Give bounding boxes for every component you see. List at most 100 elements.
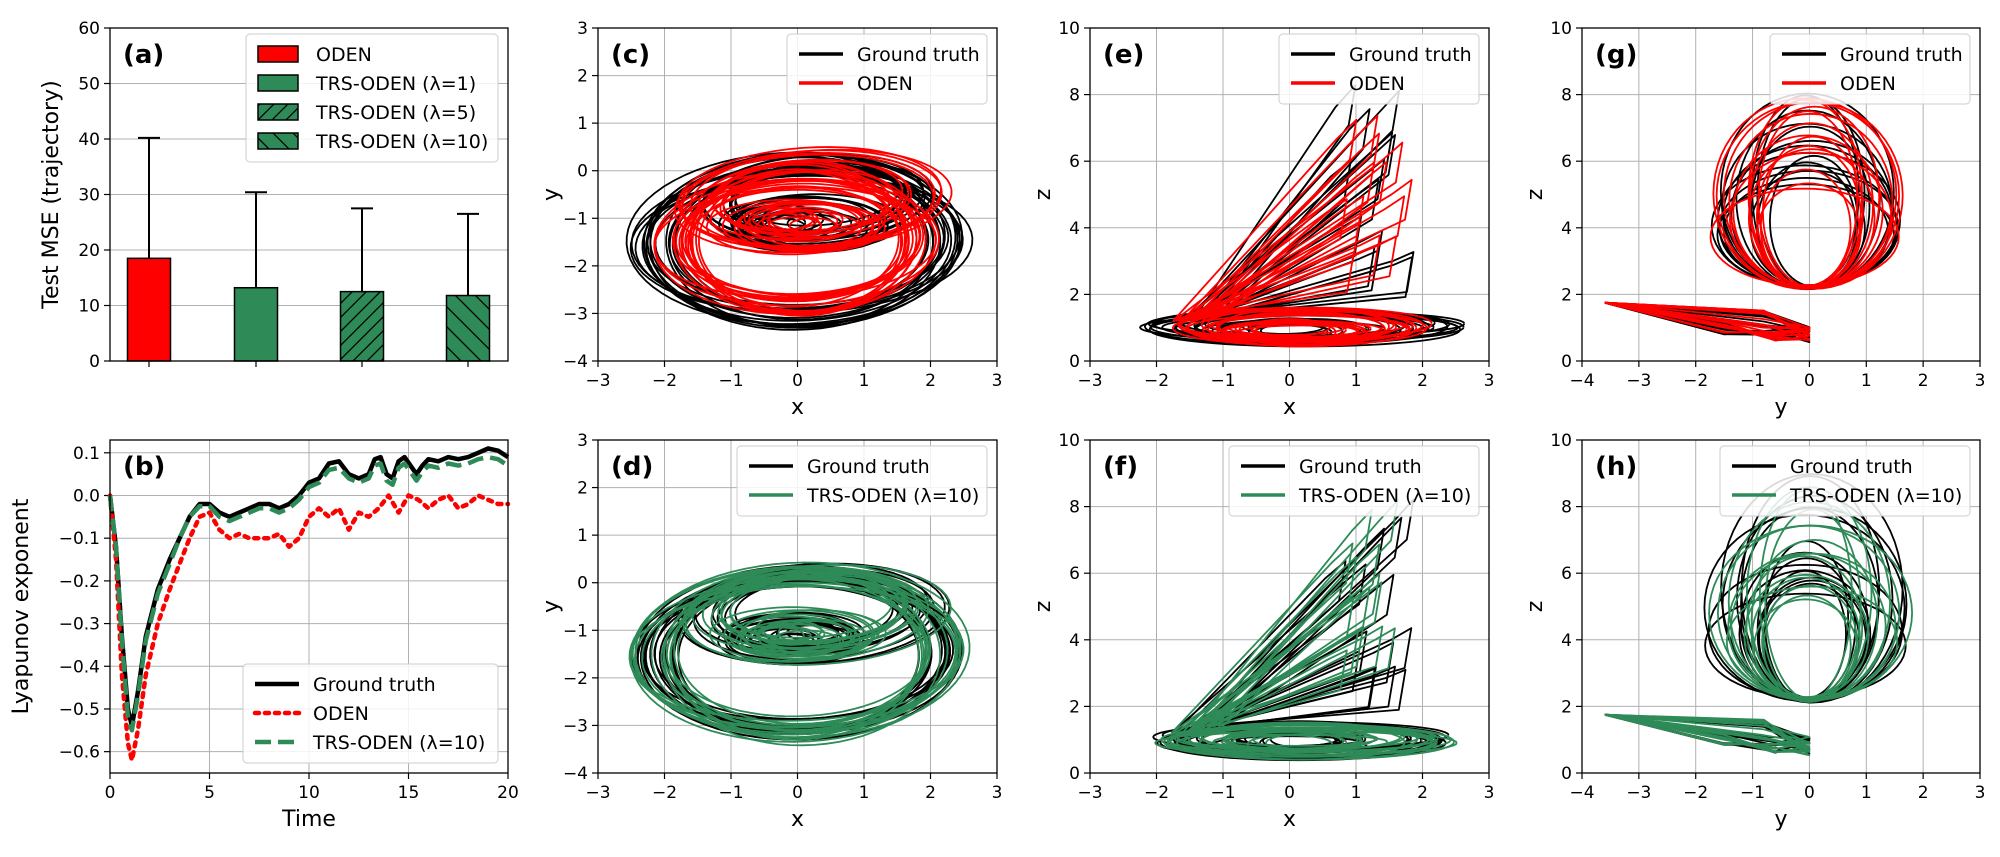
- y-tick-label: −4: [563, 764, 588, 784]
- x-axis-label: y: [1774, 395, 1787, 420]
- x-tick-label: 3: [992, 783, 1003, 803]
- y-tick-label: 8: [1069, 86, 1080, 106]
- y-axis-label: Test MSE (trajectory): [39, 80, 64, 309]
- model-trajectory-curve: [720, 571, 906, 643]
- legend-entry: TRS-ODEN (λ=1): [315, 73, 476, 95]
- y-tick-label: 60: [78, 19, 100, 39]
- legend: Ground truth ODEN: [786, 33, 988, 105]
- model-trajectory-curve: [702, 570, 907, 649]
- legend-frame: [736, 445, 988, 517]
- model-trajectory-curve: [1154, 729, 1458, 756]
- x-tick-label: 1: [859, 371, 870, 391]
- y-tick-label: 1: [577, 114, 588, 134]
- bar-hatch: [340, 291, 384, 361]
- model-trajectory-curve: [739, 619, 861, 661]
- legend-hatch: [258, 104, 298, 120]
- model-trajectory-curve: [1604, 713, 1811, 753]
- x-tick-label: 2: [1918, 783, 1929, 803]
- y-tick-label: 8: [1561, 498, 1572, 518]
- x-tick-label: −3: [1626, 783, 1651, 803]
- y-axis-label: z: [1031, 189, 1056, 201]
- model-trajectory-curve: [1604, 713, 1811, 753]
- legend-swatch: [257, 45, 299, 63]
- legend-frame: [242, 663, 499, 764]
- model-trajectory-curve: [634, 561, 971, 739]
- panel-a: 0 10 20 30 40 50 60 Test MSE (trajectory) (a) ODE…: [39, 19, 509, 372]
- axes-frame: [109, 27, 509, 362]
- y-tick-label: −0.4: [59, 657, 100, 677]
- y-axis-label: z: [1523, 189, 1548, 201]
- x-tick-label: 3: [992, 371, 1003, 391]
- bar-hatch: [446, 295, 490, 361]
- x-tick-label: 1: [1351, 783, 1362, 803]
- x-tick-label: −2: [652, 783, 677, 803]
- model-trajectory-curve: [1197, 627, 1396, 734]
- ground-truth-trajectory-curve: [1740, 506, 1880, 703]
- model-trajectory-curve: [1715, 101, 1900, 290]
- y-tick-label: −0.2: [59, 572, 100, 592]
- model-trajectory-curve: [691, 168, 902, 316]
- y-tick-label: 2: [577, 67, 588, 87]
- y-tick-label: 2: [577, 479, 588, 499]
- x-tick-label: 2: [925, 371, 936, 391]
- x-tick-label: 1: [859, 783, 870, 803]
- x-tick-label: −1: [1210, 371, 1235, 391]
- panel-label: (h): [1595, 452, 1637, 482]
- ground-truth-trajectory-curve: [1196, 516, 1403, 734]
- y-tick-label: −1: [563, 621, 588, 641]
- x-tick-label: 0: [792, 783, 803, 803]
- model-trajectory: [1154, 499, 1458, 761]
- legend-frame: [786, 33, 988, 105]
- legend-entry: Ground truth: [807, 456, 930, 478]
- model-trajectory-curve: [710, 575, 905, 650]
- model-trajectory-curve: [1732, 134, 1884, 289]
- model-trajectory-curve: [1709, 187, 1900, 286]
- model-trajectory: [653, 146, 953, 317]
- model-trajectory-curve: [1181, 114, 1379, 322]
- y-tick-label: −0.6: [59, 743, 100, 763]
- model-trajectory-curve: [1193, 235, 1398, 322]
- x-tick-label: 0: [1284, 371, 1295, 391]
- legend-entry: Ground truth: [1840, 44, 1963, 66]
- y-tick-label: 50: [78, 75, 100, 95]
- model-trajectory-curve: [1172, 118, 1358, 322]
- model-trajectory-curve: [663, 574, 932, 726]
- series-line-2: [107, 454, 510, 733]
- model-trajectory-curve: [1173, 141, 1404, 322]
- y-tick-label: 10: [1058, 431, 1080, 451]
- bar-1: [233, 286, 279, 362]
- legend: Ground truth ODEN TRS-ODEN (λ=10): [242, 663, 499, 764]
- panel-label: (a): [123, 40, 164, 70]
- panel-label: (f): [1103, 452, 1138, 482]
- model-trajectory-curve: [1192, 649, 1348, 734]
- x-tick-label: 2: [1918, 371, 1929, 391]
- y-tick-label: −0.1: [59, 529, 100, 549]
- ground-truth-trajectory-curve: [1174, 668, 1407, 734]
- x-tick-label: −4: [1569, 783, 1594, 803]
- legend-entry: ODEN: [857, 73, 913, 95]
- x-tick-label: 0: [792, 371, 803, 391]
- model-trajectory-curve: [1175, 251, 1355, 322]
- legend-hatch: [258, 133, 298, 149]
- ground-truth-trajectory-curve: [1704, 592, 1907, 699]
- y-tick-label: 0: [1561, 352, 1572, 372]
- model-trajectory-curve: [1220, 322, 1360, 339]
- axes-frame: [597, 439, 998, 774]
- y-tick-label: 40: [78, 130, 100, 150]
- legend-frame: [1719, 445, 1971, 517]
- x-tick-label: 1: [1861, 371, 1872, 391]
- panel-g: −4 −3 −2 −1 0 1 2 3 0 2 4 6 8 10 y z (g) Ground truth ODEN: [1523, 19, 1985, 420]
- model-trajectory-curve: [685, 186, 910, 301]
- model-trajectory-curve: [679, 149, 943, 250]
- model-trajectory-curve: [1604, 713, 1811, 745]
- model-trajectory-curve: [1604, 301, 1811, 334]
- model-trajectory-curve: [1207, 314, 1408, 344]
- x-tick-label: −2: [652, 371, 677, 391]
- model-trajectory-curve: [689, 148, 953, 250]
- legend-entry: Ground truth: [857, 44, 980, 66]
- x-tick-label: 3: [1484, 783, 1495, 803]
- legend-entry: ODEN: [313, 703, 369, 725]
- y-tick-label: 2: [1069, 697, 1080, 717]
- legend: Ground truth TRS-ODEN (λ=10): [1228, 445, 1480, 517]
